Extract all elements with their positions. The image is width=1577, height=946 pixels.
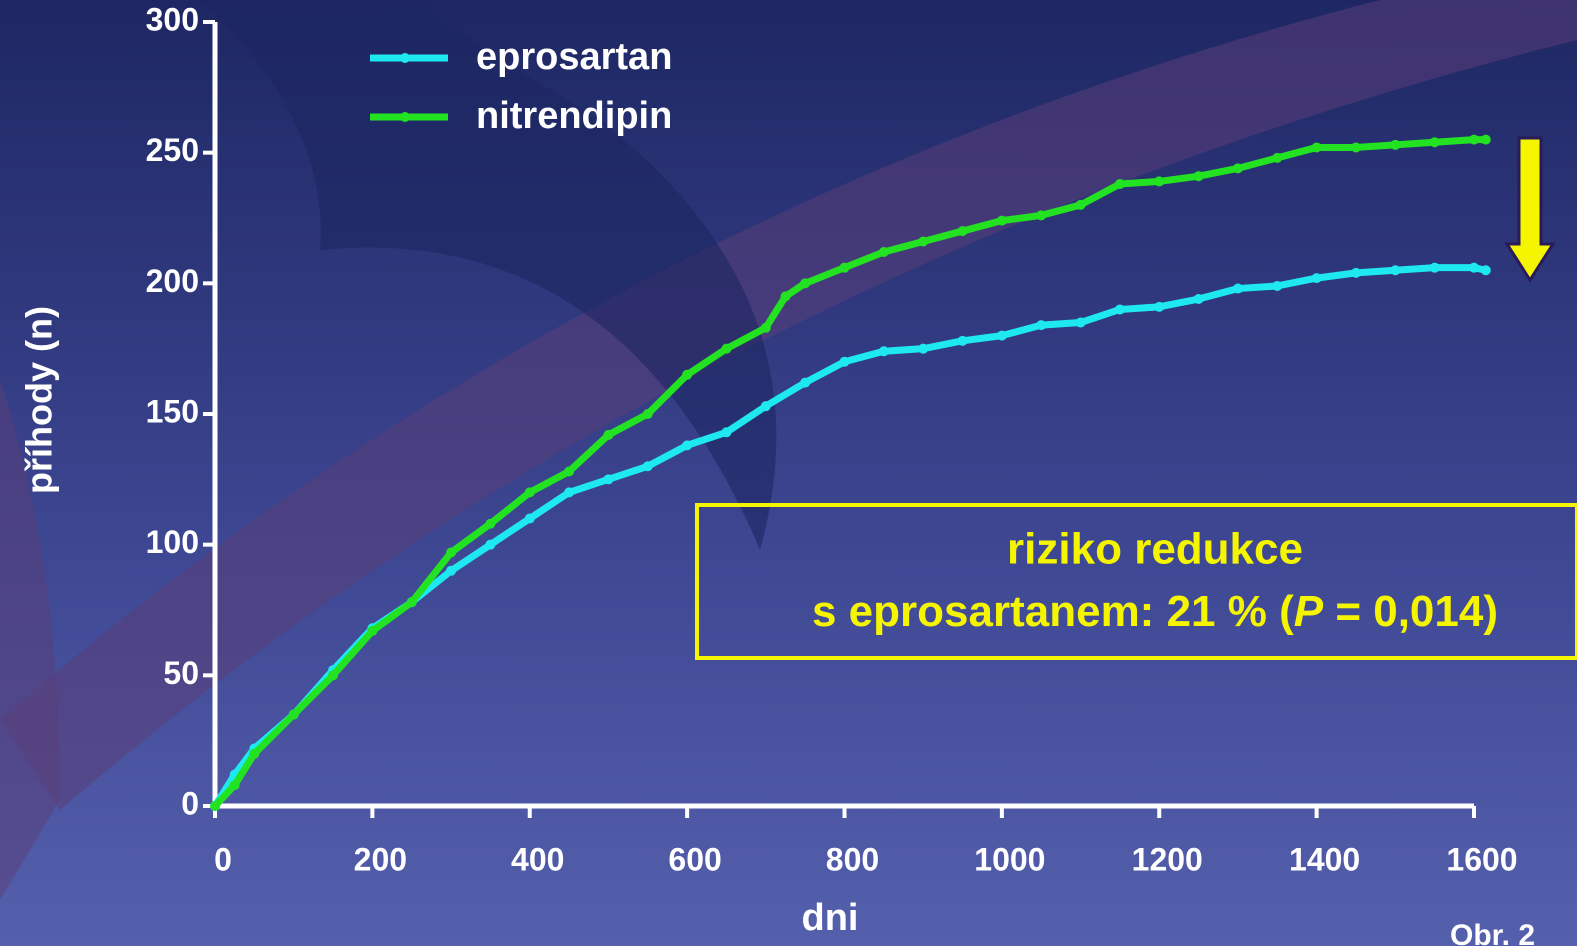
data-point (1115, 179, 1125, 189)
y-tick-label: 100 (146, 524, 199, 560)
data-point (1351, 142, 1361, 152)
data-point (564, 487, 574, 497)
slide: příhody (n) dni Obr. 2 0 50 100 150 200 250 30… (0, 0, 1577, 946)
x-tick-label: 400 (511, 841, 564, 877)
legend-marker (400, 53, 410, 63)
data-point (1312, 142, 1322, 152)
annotation-text: s eprosartanem: 21 % (P = 0,014) (812, 587, 1498, 636)
annotation-text: s eprosartanem: 21 % ( (812, 587, 1294, 636)
y-axis-label: příhody (n) (19, 306, 60, 494)
data-point (761, 323, 771, 333)
data-point (1481, 135, 1491, 145)
annotation-text: riziko redukce (1007, 525, 1303, 574)
x-tick-label: 600 (668, 841, 721, 877)
data-point (1194, 171, 1204, 181)
data-point (1272, 281, 1282, 291)
data-point (800, 378, 810, 388)
y-tick-label: 0 (181, 785, 199, 821)
data-point (958, 226, 968, 236)
data-point (761, 401, 771, 411)
data-point (603, 474, 613, 484)
data-point (958, 336, 968, 346)
data-point (682, 440, 692, 450)
data-point (1312, 273, 1322, 283)
x-tick-label: 200 (354, 841, 407, 877)
data-point (721, 344, 731, 354)
data-point (485, 519, 495, 529)
data-point (1272, 153, 1282, 163)
annotation-text: = 0,014) (1323, 587, 1498, 636)
y-tick-label: 200 (146, 263, 199, 299)
data-point (1076, 318, 1086, 328)
legend-label: eprosartan (476, 36, 672, 78)
data-point (603, 430, 613, 440)
data-point (682, 370, 692, 380)
x-tick-label: 0 (214, 841, 232, 877)
data-point (1154, 176, 1164, 186)
data-point (1390, 265, 1400, 275)
x-tick-label: 1000 (974, 841, 1045, 877)
data-point (840, 263, 850, 273)
data-point (1036, 320, 1046, 330)
figure-label: Obr. 2 (1450, 919, 1535, 946)
data-point (1115, 304, 1125, 314)
data-point (879, 346, 889, 356)
data-point (1481, 265, 1491, 275)
data-point (780, 291, 790, 301)
data-point (328, 670, 338, 680)
data-point (1076, 200, 1086, 210)
data-point (918, 237, 928, 247)
data-point (1233, 163, 1243, 173)
x-tick-label: 1200 (1132, 841, 1203, 877)
data-point (1469, 135, 1479, 145)
y-tick-label: 300 (146, 1, 199, 37)
data-point (997, 216, 1007, 226)
data-point (643, 409, 653, 419)
x-tick-label: 1600 (1446, 841, 1517, 877)
data-point (1233, 284, 1243, 294)
data-point (800, 278, 810, 288)
x-tick-label: 1400 (1289, 841, 1360, 877)
data-point (525, 487, 535, 497)
y-tick-label: 50 (163, 655, 199, 691)
data-point (1390, 140, 1400, 150)
x-axis-label: dni (802, 897, 859, 939)
data-point (289, 710, 299, 720)
data-point (1469, 263, 1479, 273)
data-point (485, 540, 495, 550)
data-point (367, 626, 377, 636)
data-point (446, 566, 456, 576)
data-point (840, 357, 850, 367)
data-point (210, 801, 220, 811)
legend-label: nitrendipin (476, 95, 672, 137)
data-point (1036, 210, 1046, 220)
x-tick-label: 800 (826, 841, 879, 877)
data-point (230, 780, 240, 790)
y-tick-label: 150 (146, 393, 199, 429)
y-tick-label: 250 (146, 132, 199, 168)
data-point (643, 461, 653, 471)
data-point (446, 548, 456, 558)
data-point (1154, 302, 1164, 312)
data-point (407, 597, 417, 607)
data-point (525, 514, 535, 524)
data-point (249, 749, 259, 759)
data-point (721, 427, 731, 437)
data-point (997, 331, 1007, 341)
data-point (1351, 268, 1361, 278)
data-point (1430, 137, 1440, 147)
legend-marker (400, 112, 410, 122)
data-point (1430, 263, 1440, 273)
data-point (1194, 294, 1204, 304)
data-point (918, 344, 928, 354)
annotation-text: P (1294, 587, 1324, 636)
data-point (879, 247, 889, 257)
data-point (564, 466, 574, 476)
